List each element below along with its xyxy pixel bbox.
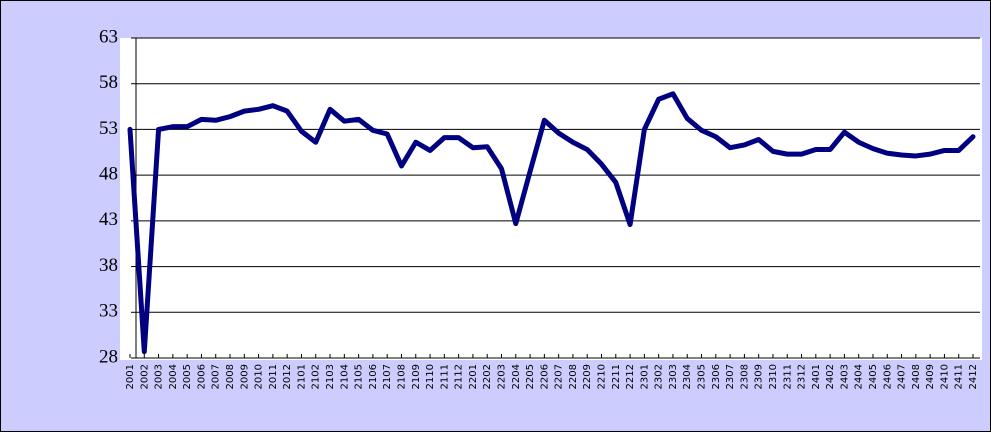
y-tick-label: 53: [99, 118, 118, 139]
x-tick-label: 2208: [568, 364, 579, 389]
x-tick-label: 2410: [939, 364, 950, 389]
x-tick-label: 2201: [468, 364, 479, 389]
x-tick-label: 2105: [354, 364, 365, 389]
x-tick-label: 2303: [668, 364, 679, 389]
x-tick-label: 2104: [339, 364, 350, 389]
y-tick-label: 48: [99, 164, 118, 185]
x-tick-label: 2007: [211, 364, 222, 389]
x-tick-label: 2402: [825, 364, 836, 389]
x-tick-label: 2103: [325, 364, 336, 389]
y-tick-label: 38: [99, 255, 118, 276]
x-tick-label: 2306: [711, 364, 722, 389]
x-tick-label: 2011: [268, 364, 279, 389]
x-tick-label: 2112: [454, 364, 465, 389]
x-tick-label: 2009: [239, 364, 250, 389]
x-tick-label: 2301: [639, 364, 650, 389]
x-tick-label: 2002: [139, 364, 150, 389]
x-tick-label: 2401: [811, 364, 822, 389]
x-tick-label: 2307: [725, 364, 736, 389]
x-tick-label: 2203: [496, 364, 507, 389]
x-tick-label: 2302: [654, 364, 665, 389]
x-tick-label: 2107: [382, 364, 393, 389]
x-tick-label: 2204: [511, 364, 522, 389]
x-tick-label: 2108: [396, 364, 407, 389]
y-tick-label: 28: [99, 346, 118, 367]
x-tick-label: 2003: [154, 364, 165, 389]
x-tick-label: 2109: [411, 364, 422, 389]
y-tick-label: 58: [99, 72, 118, 93]
x-tick-label: 2012: [282, 364, 293, 389]
x-tick-label: 2310: [768, 364, 779, 389]
x-tick-label: 2212: [625, 364, 636, 389]
x-tick-label: 2211: [611, 364, 622, 389]
x-tick-label: 2309: [754, 364, 765, 389]
x-tick-label: 2008: [225, 364, 236, 389]
x-tick-label: 2408: [911, 364, 922, 389]
x-tick-label: 2202: [482, 364, 493, 389]
y-tick-label: 43: [99, 209, 118, 230]
x-tick-label: 2409: [925, 364, 936, 389]
x-tick-label: 2206: [539, 364, 550, 389]
x-tick-label: 2004: [168, 364, 179, 389]
x-tick-label: 2205: [525, 364, 536, 389]
x-tick-label: 2412: [968, 364, 979, 389]
x-tick-label: 2406: [882, 364, 893, 389]
y-tick-label: 33: [99, 301, 118, 322]
x-tick-label: 2305: [697, 364, 708, 389]
data-line: [127, 91, 976, 355]
x-tick-label: 2403: [839, 364, 850, 389]
x-tick-label: 2404: [854, 364, 865, 389]
x-tick-label: 2010: [254, 364, 265, 389]
x-tick-label: 2106: [368, 364, 379, 389]
x-tick-label: 2209: [582, 364, 593, 389]
x-tick-label: 2312: [797, 364, 808, 389]
x-tick-label: 2411: [954, 364, 965, 389]
x-tick-label: 2111: [439, 364, 450, 389]
x-tick-label: 2005: [182, 364, 193, 389]
x-tick-label: 2001: [125, 364, 136, 389]
x-tick-label: 2102: [311, 364, 322, 389]
x-tick-label: 2006: [196, 364, 207, 389]
x-tick-label: 2101: [296, 364, 307, 389]
x-tick-label: 2110: [425, 364, 436, 389]
x-tick-label: 2304: [682, 364, 693, 389]
x-tick-label: 2308: [739, 364, 750, 389]
x-tick-label: 2207: [554, 364, 565, 389]
y-tick-label: 63: [99, 26, 118, 47]
x-tick-label: 2210: [597, 364, 608, 389]
x-tick-label: 2311: [782, 364, 793, 389]
x-tick-label: 2407: [897, 364, 908, 389]
x-tick-label: 2405: [868, 364, 879, 389]
plot-area: [120, 38, 982, 360]
